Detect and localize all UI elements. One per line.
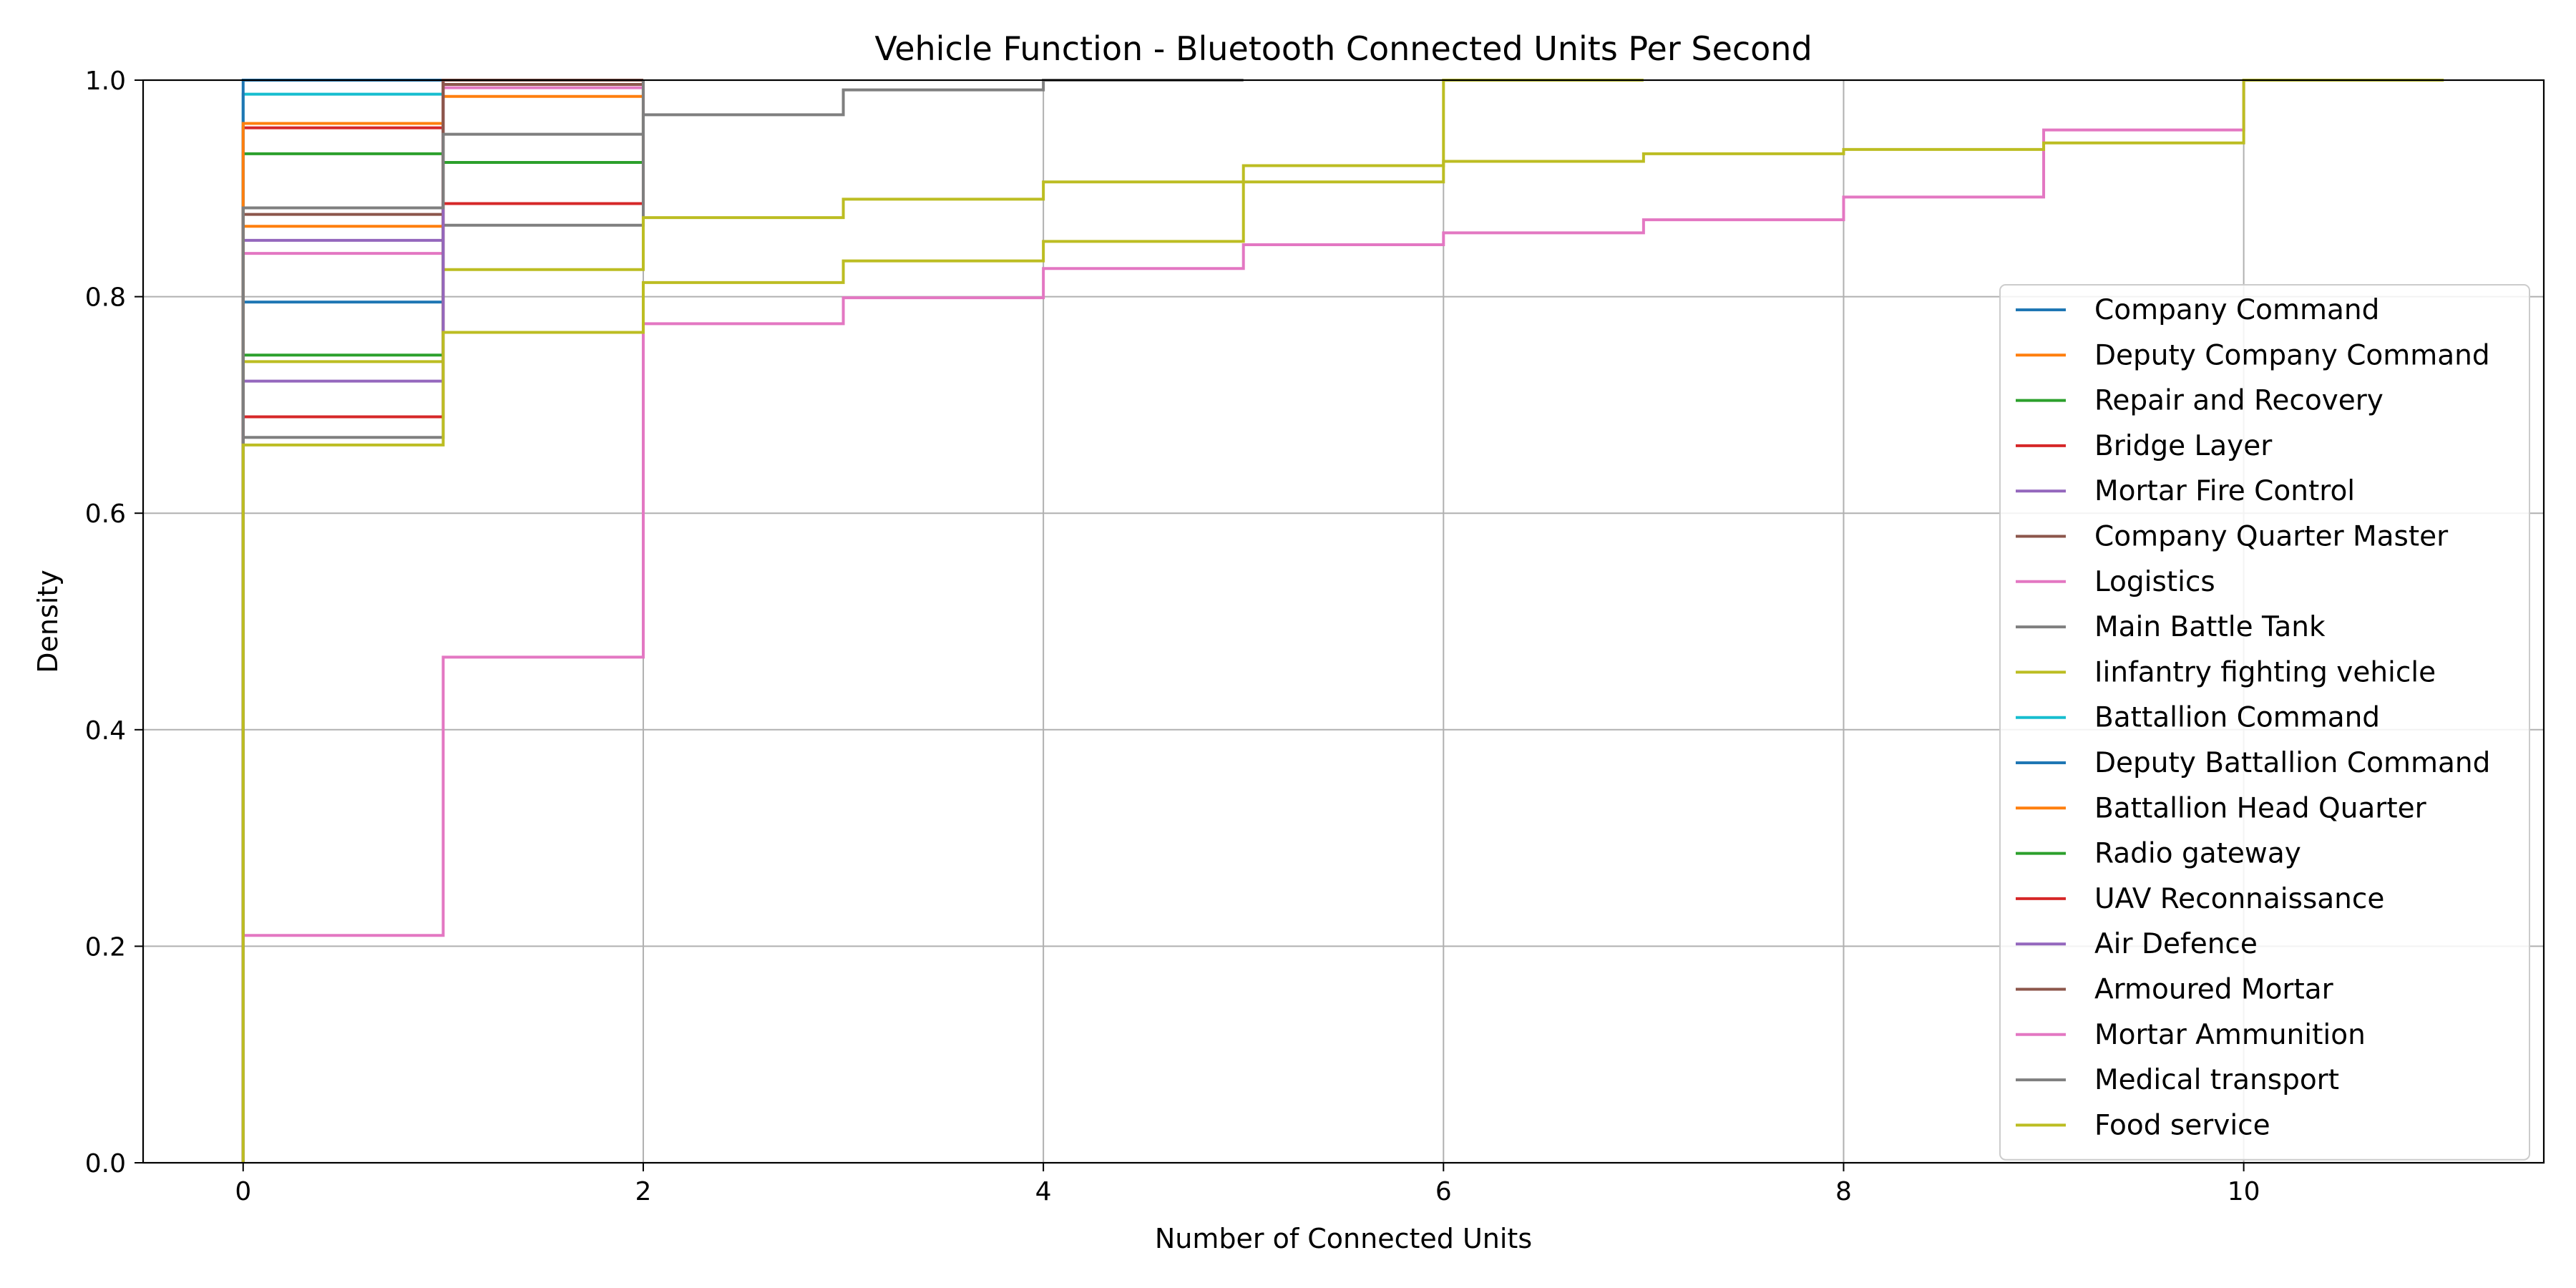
x-tick-label: 8 bbox=[1835, 1177, 1852, 1206]
y-tick-label: 0.6 bbox=[85, 499, 126, 529]
y-tick-label: 0.8 bbox=[85, 283, 126, 313]
series-line bbox=[241, 79, 2444, 1163]
x-tick-label: 10 bbox=[2228, 1177, 2260, 1206]
x-tick-label: 4 bbox=[1035, 1177, 1052, 1206]
plot-frame bbox=[142, 79, 2545, 1164]
legend-label: Battallion Head Quarter bbox=[2094, 792, 2427, 824]
x-tick-label: 6 bbox=[1435, 1177, 1452, 1206]
y-tick-label: 0.4 bbox=[85, 716, 126, 746]
legend-label: Radio gateway bbox=[2094, 838, 2301, 870]
series-line bbox=[241, 80, 2245, 1163]
y-tick-label: 1.0 bbox=[85, 67, 126, 96]
legend-label: Logistics bbox=[2094, 566, 2215, 598]
legend-label: Air Defence bbox=[2094, 928, 2258, 960]
y-axis-label: Density bbox=[32, 570, 64, 673]
legend-box bbox=[1999, 284, 2530, 1161]
legend-label: Battallion Command bbox=[2094, 702, 2380, 734]
legend-label: Company Quarter Master bbox=[2094, 521, 2449, 553]
chart-title: Vehicle Function - Bluetooth Connected U… bbox=[874, 29, 1812, 68]
legend-label: Mortar Fire Control bbox=[2094, 475, 2355, 507]
legend-label: Bridge Layer bbox=[2094, 430, 2273, 462]
y-tick-label: 0.0 bbox=[85, 1149, 126, 1179]
legend-label: Repair and Recovery bbox=[2094, 385, 2384, 417]
legend-label: Armoured Mortar bbox=[2094, 974, 2334, 1006]
legend-label: Main Battle Tank bbox=[2094, 611, 2326, 643]
legend-label: Company Command bbox=[2094, 294, 2379, 326]
y-tick-label: 0.2 bbox=[85, 932, 126, 962]
legend: Company Command Deputy Company Command Rep… bbox=[1999, 284, 2530, 1161]
legend-label: UAV Reconnaissance bbox=[2094, 883, 2384, 915]
x-axis-label: Number of Connected Units bbox=[1155, 1223, 1532, 1254]
legend-label: Food service bbox=[2094, 1109, 2270, 1141]
axis-ticks: 0 2 4 6 8 10 0.0 0.2 0.4 0.6 0.8 1.0 bbox=[85, 67, 2260, 1206]
legend-label: Mortar Ammunition bbox=[2094, 1019, 2366, 1051]
x-tick-label: 2 bbox=[635, 1177, 652, 1206]
legend-label: Medical transport bbox=[2094, 1064, 2339, 1096]
x-tick-label: 0 bbox=[235, 1177, 251, 1206]
series-line bbox=[241, 80, 645, 1163]
legend-label: Deputy Company Command bbox=[2094, 339, 2490, 371]
legend-label: Iinfantry fighting vehicle bbox=[2094, 656, 2436, 688]
legend-label: Deputy Battallion Command bbox=[2094, 747, 2490, 779]
